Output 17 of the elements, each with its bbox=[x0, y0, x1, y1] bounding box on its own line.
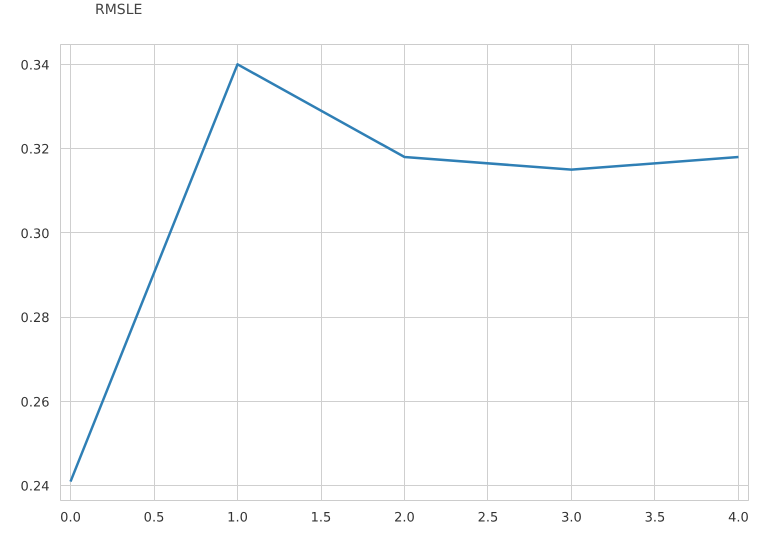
y-tick-label: 0.34 bbox=[20, 58, 50, 74]
y-tick-label: 0.26 bbox=[20, 395, 50, 410]
x-tick-label: 1.0 bbox=[227, 510, 248, 526]
y-tick-label: 0.28 bbox=[20, 311, 50, 326]
x-tick-label: 0.0 bbox=[60, 510, 81, 526]
text: RMSLE bbox=[95, 2, 142, 18]
x-tick-label: 0.5 bbox=[144, 510, 164, 526]
y-tick-label: 0.24 bbox=[20, 480, 50, 495]
line-series bbox=[69, 63, 740, 483]
x-tick-label: 1.5 bbox=[310, 510, 332, 526]
x-tick-label: 2.0 bbox=[394, 510, 415, 526]
x-tick-label: 3.0 bbox=[561, 510, 582, 526]
x-tick-label: 2.5 bbox=[478, 510, 498, 526]
x-tick-label: 4.0 bbox=[728, 510, 749, 526]
y-tick-label: 0.32 bbox=[20, 142, 50, 158]
y-tick-label: 0.30 bbox=[20, 226, 50, 242]
x-tick-label: 3.5 bbox=[644, 510, 666, 526]
